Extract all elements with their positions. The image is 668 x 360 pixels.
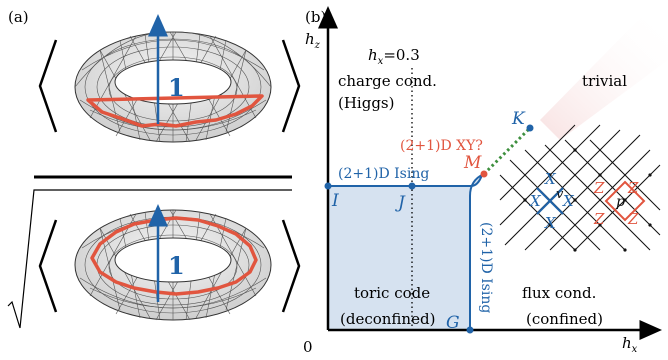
charge-label-2: (Higgs): [338, 94, 394, 112]
point-I: [324, 182, 332, 190]
lattice-Z3: Z: [593, 210, 605, 228]
point-M: [480, 170, 488, 178]
bottom-arrow-label: 1: [168, 251, 185, 280]
lattice-Z4: Z: [627, 210, 639, 228]
plaquette-square: [604, 180, 646, 222]
xy-label: (2+1)D XY?: [400, 138, 483, 154]
label-I: I: [331, 191, 339, 211]
lattice-X3: X: [562, 192, 575, 210]
lattice-Z2: Z: [627, 179, 639, 197]
axis-y-label: hz: [305, 30, 321, 51]
hx-0.3-label: hx=0.3: [368, 46, 420, 67]
origin-label: 0: [303, 338, 313, 356]
trivial-label: trivial: [582, 72, 627, 90]
flux-label-2: (confined): [526, 310, 603, 328]
trivial-shading: [540, 18, 668, 140]
label-K: K: [511, 109, 526, 129]
lattice-X1: X: [544, 170, 557, 188]
point-J: [408, 182, 416, 190]
toric-code-region: [328, 174, 484, 330]
bottom-right-bracket: [281, 219, 301, 313]
panel-b-label: (b): [305, 8, 326, 26]
lattice-p: p: [616, 194, 625, 210]
lattice-X2: X: [529, 192, 542, 210]
ising-horizontal-label: (2+1)D Ising: [338, 166, 429, 182]
xy-dotted-line: [482, 126, 532, 176]
panel-a: (a) 1: [7, 8, 301, 329]
bottom-red-loop: [90, 216, 258, 296]
point-K: [526, 124, 534, 132]
lattice-v: v: [556, 187, 564, 202]
charge-label-1: charge cond.: [338, 72, 437, 90]
bottom-torus-hole: [114, 237, 232, 283]
lattice-Z1: Z: [593, 179, 605, 197]
vertex-star: [536, 187, 564, 215]
lattice-X4: X: [544, 214, 557, 232]
ising-vertical-label: (2+1)D Ising: [478, 222, 494, 313]
top-left-bracket: [38, 39, 58, 133]
top-torus-hole: [114, 59, 232, 105]
flux-label-1: flux cond.: [522, 284, 596, 302]
bottom-left-bracket: [38, 219, 58, 313]
axis-x-label: hx: [622, 334, 638, 355]
toric-label-1: toric code: [354, 284, 430, 302]
panel-b: (b) hz hx 0 hx=0.3 I J G M K charge cond…: [303, 6, 668, 356]
panel-a-label: (a): [8, 8, 29, 26]
point-G: [466, 326, 474, 334]
top-torus: 1: [74, 14, 272, 143]
top-red-loop: [86, 94, 264, 128]
toric-label-2: (deconfined): [340, 310, 435, 328]
bottom-torus: 1: [74, 204, 272, 321]
sqrt-sign: [7, 189, 292, 329]
top-arrow-label: 1: [168, 73, 185, 102]
label-G: G: [446, 313, 460, 333]
top-right-bracket: [281, 39, 301, 133]
label-M: M: [463, 153, 482, 173]
label-J: J: [395, 193, 406, 213]
